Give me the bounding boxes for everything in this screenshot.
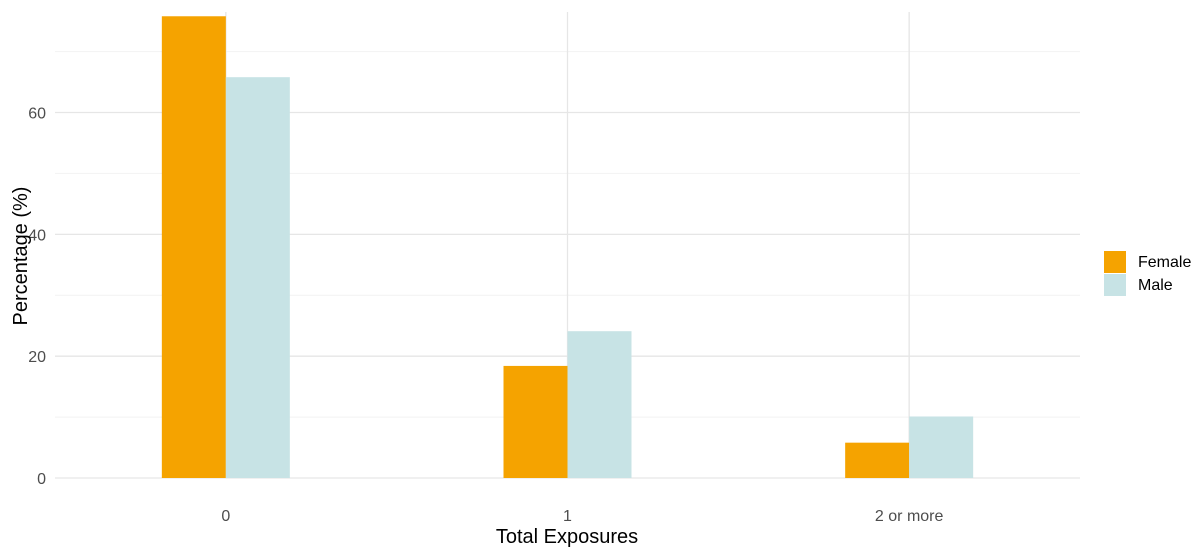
y-axis-title: Percentage (%) [10, 187, 32, 326]
bar-male [567, 331, 632, 478]
y-axis-ticks: 0 20 40 60 [28, 106, 46, 488]
legend: Female Male [1104, 251, 1191, 296]
x-axis-ticks: 0 1 2 or more [221, 508, 943, 525]
bar-male [909, 416, 974, 478]
x-axis-title: Total Exposures [496, 526, 638, 547]
legend-key-female [1104, 251, 1126, 273]
y-tick-label: 20 [28, 349, 46, 366]
bar-female [161, 16, 226, 479]
bar-male [225, 77, 290, 479]
legend-key-male [1104, 274, 1126, 296]
x-tick-label: 2 or more [875, 508, 944, 525]
bars [161, 16, 974, 479]
y-tick-label: 40 [28, 227, 46, 244]
y-tick-label: 60 [28, 106, 46, 123]
legend-label-female: Female [1138, 254, 1191, 271]
y-tick-label: 0 [37, 471, 46, 488]
x-tick-label: 1 [563, 508, 572, 525]
bar-female [503, 365, 568, 478]
x-tick-label: 0 [221, 508, 230, 525]
legend-label-male: Male [1138, 277, 1173, 294]
bar-female [845, 442, 910, 478]
